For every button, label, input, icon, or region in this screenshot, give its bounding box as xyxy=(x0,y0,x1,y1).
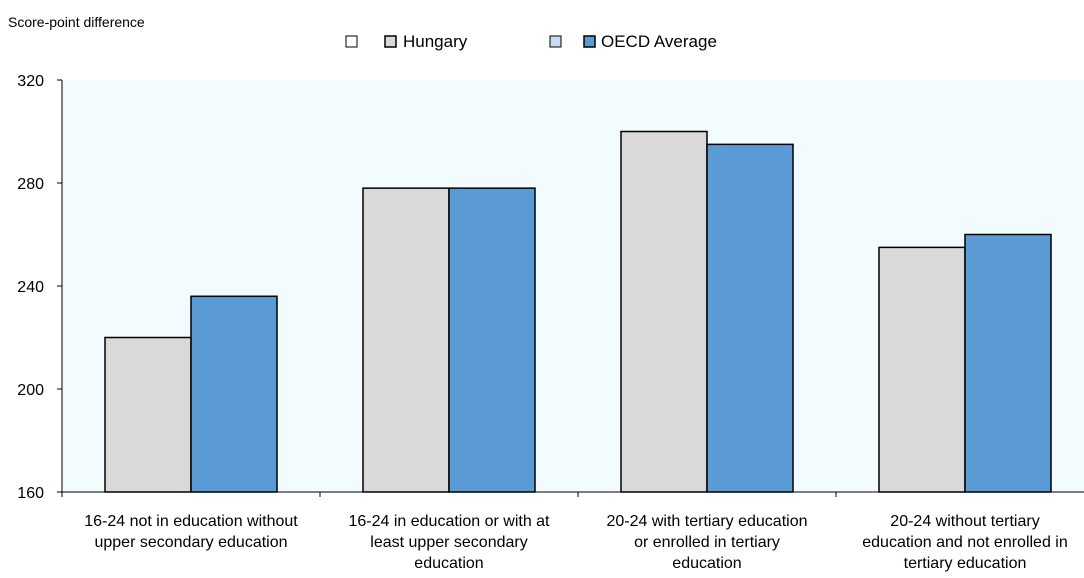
x-category-labels: 16-24 not in education without upper seco… xyxy=(84,513,1067,572)
bar xyxy=(190,295,278,493)
y-ticks: 160 200 240 280 320 xyxy=(17,73,62,502)
bar xyxy=(104,336,192,493)
bar xyxy=(362,187,450,493)
legend-label: Hungary xyxy=(403,32,468,51)
bar xyxy=(448,187,536,493)
x-category-label: 16-24 not in education without upper seco… xyxy=(84,513,298,551)
bar xyxy=(620,130,708,493)
y-tick-label: 160 xyxy=(17,485,44,502)
y-tick-label: 200 xyxy=(17,382,44,399)
legend-swatch xyxy=(583,35,596,48)
legend-swatch xyxy=(384,35,397,48)
y-tick-label: 280 xyxy=(17,176,44,193)
x-category-label: 20-24 with tertiary education or enrolled… xyxy=(607,513,808,572)
legend-label: OECD Average xyxy=(601,32,717,51)
x-category-label: 20-24 without tertiary education and not … xyxy=(862,513,1068,572)
legend-marker-alt xyxy=(345,35,358,48)
x-category-label: 16-24 in education or with at least upper… xyxy=(348,513,550,572)
bar xyxy=(964,233,1052,493)
y-tick-label: 240 xyxy=(17,279,44,296)
y-axis-label: Score-point difference xyxy=(8,14,145,30)
legend: Hungary OECD Average xyxy=(345,32,717,51)
y-tick-label: 320 xyxy=(17,73,44,90)
bar xyxy=(706,143,794,493)
legend-marker-alt xyxy=(549,35,562,48)
bar xyxy=(878,246,966,493)
